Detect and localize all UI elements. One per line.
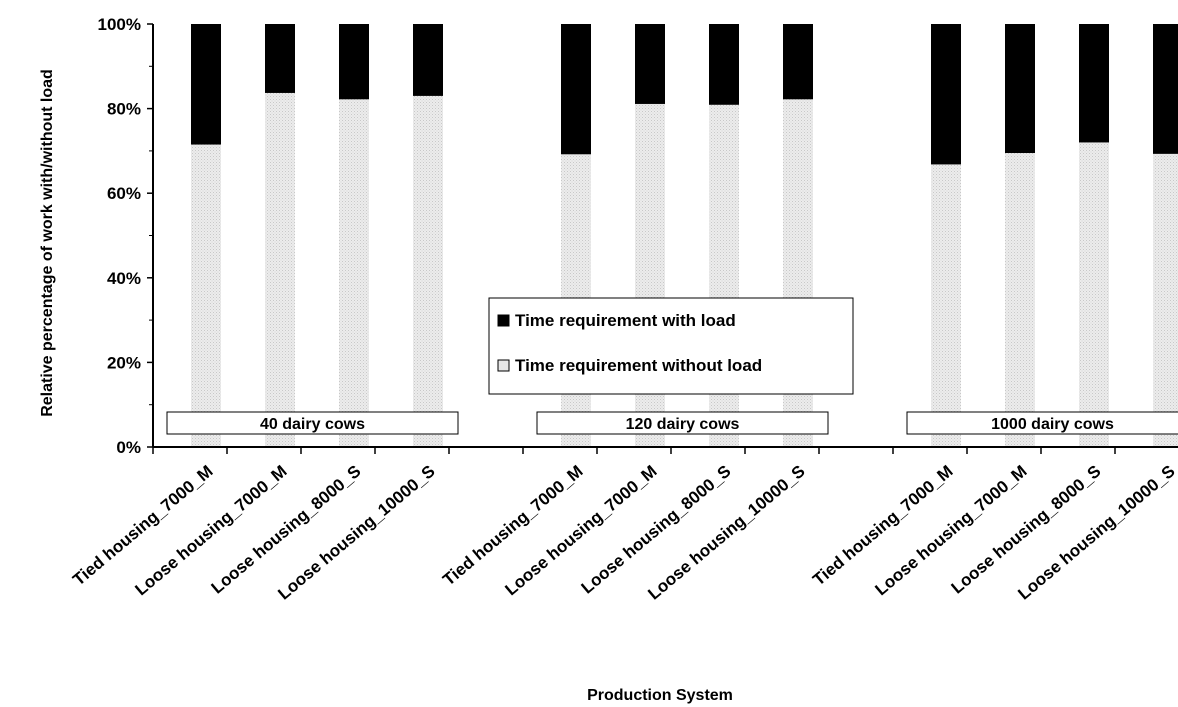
bar-without-load [339,99,369,447]
y-tick-label: 100% [98,15,141,34]
y-tick-label: 20% [107,353,141,372]
x-tick-label: Loose housing_8000_S [948,462,1105,598]
group-label-box [536,411,829,435]
bar-without-load [783,99,813,447]
legend-box [488,297,854,395]
x-tick-label: Loose housing_8000_S [578,462,735,598]
legend-label: Time requirement without load [515,356,762,375]
x-tick-label: Tied housing_7000_M [69,462,216,590]
legend-swatch [497,314,510,327]
y-tick-label: 60% [107,184,141,203]
bar-with-load [931,24,961,165]
x-tick-label: Loose housing_7000_M [131,462,290,600]
x-tick-label: Loose housing_8000_S [208,462,365,598]
x-tick-label: Loose housing_7000_M [501,462,660,600]
group-labels: 40 dairy cows 120 dairy cows 1000 dairy co… [166,411,1178,435]
bar-with-load [265,24,295,93]
bar-with-load [339,24,369,100]
y-axis-title: Relative percentage of work with/without… [39,69,56,417]
bar-without-load [931,164,961,447]
bar-with-load [1079,24,1109,143]
bar-with-load [191,24,221,145]
bar-without-load [635,103,665,448]
group-label: 120 dairy cows [626,416,740,433]
bar-without-load [265,92,295,447]
group-label-box [906,411,1178,435]
x-tick-label: Tied housing_7000_M [439,462,586,590]
y-tick-label: 40% [107,269,141,288]
bar-with-load [709,24,739,105]
group-label: 40 dairy cows [260,416,365,433]
bars [191,24,1178,448]
x-tick-label: Tied housing_7000_M [809,462,956,590]
bar-with-load [1005,24,1035,154]
bar-with-load [783,24,813,100]
y-tick-label: 0% [116,438,141,457]
bar-without-load [1153,153,1178,447]
legend-swatch [497,359,510,372]
bar-with-load [561,24,591,155]
bar-without-load [413,95,443,447]
legend-label: Time requirement with load [515,311,736,330]
y-tick-label: 80% [107,100,141,119]
bar-with-load [413,24,443,96]
bar-with-load [635,24,665,104]
y-axis: 0% 20% 40% 60% 80% 100% [98,15,154,457]
bar-with-load [1153,24,1178,154]
bar-without-load [709,104,739,447]
x-tick-label: Loose housing_7000_M [871,462,1030,600]
group-label-box [166,411,459,435]
group-label: 1000 dairy cows [991,416,1114,433]
x-axis-title: Production System [587,687,733,704]
bar-without-load [1079,142,1109,447]
bar-without-load [1005,153,1035,447]
legend: Time requirement with load Time requireme… [488,297,854,395]
bar-without-load [191,144,221,447]
